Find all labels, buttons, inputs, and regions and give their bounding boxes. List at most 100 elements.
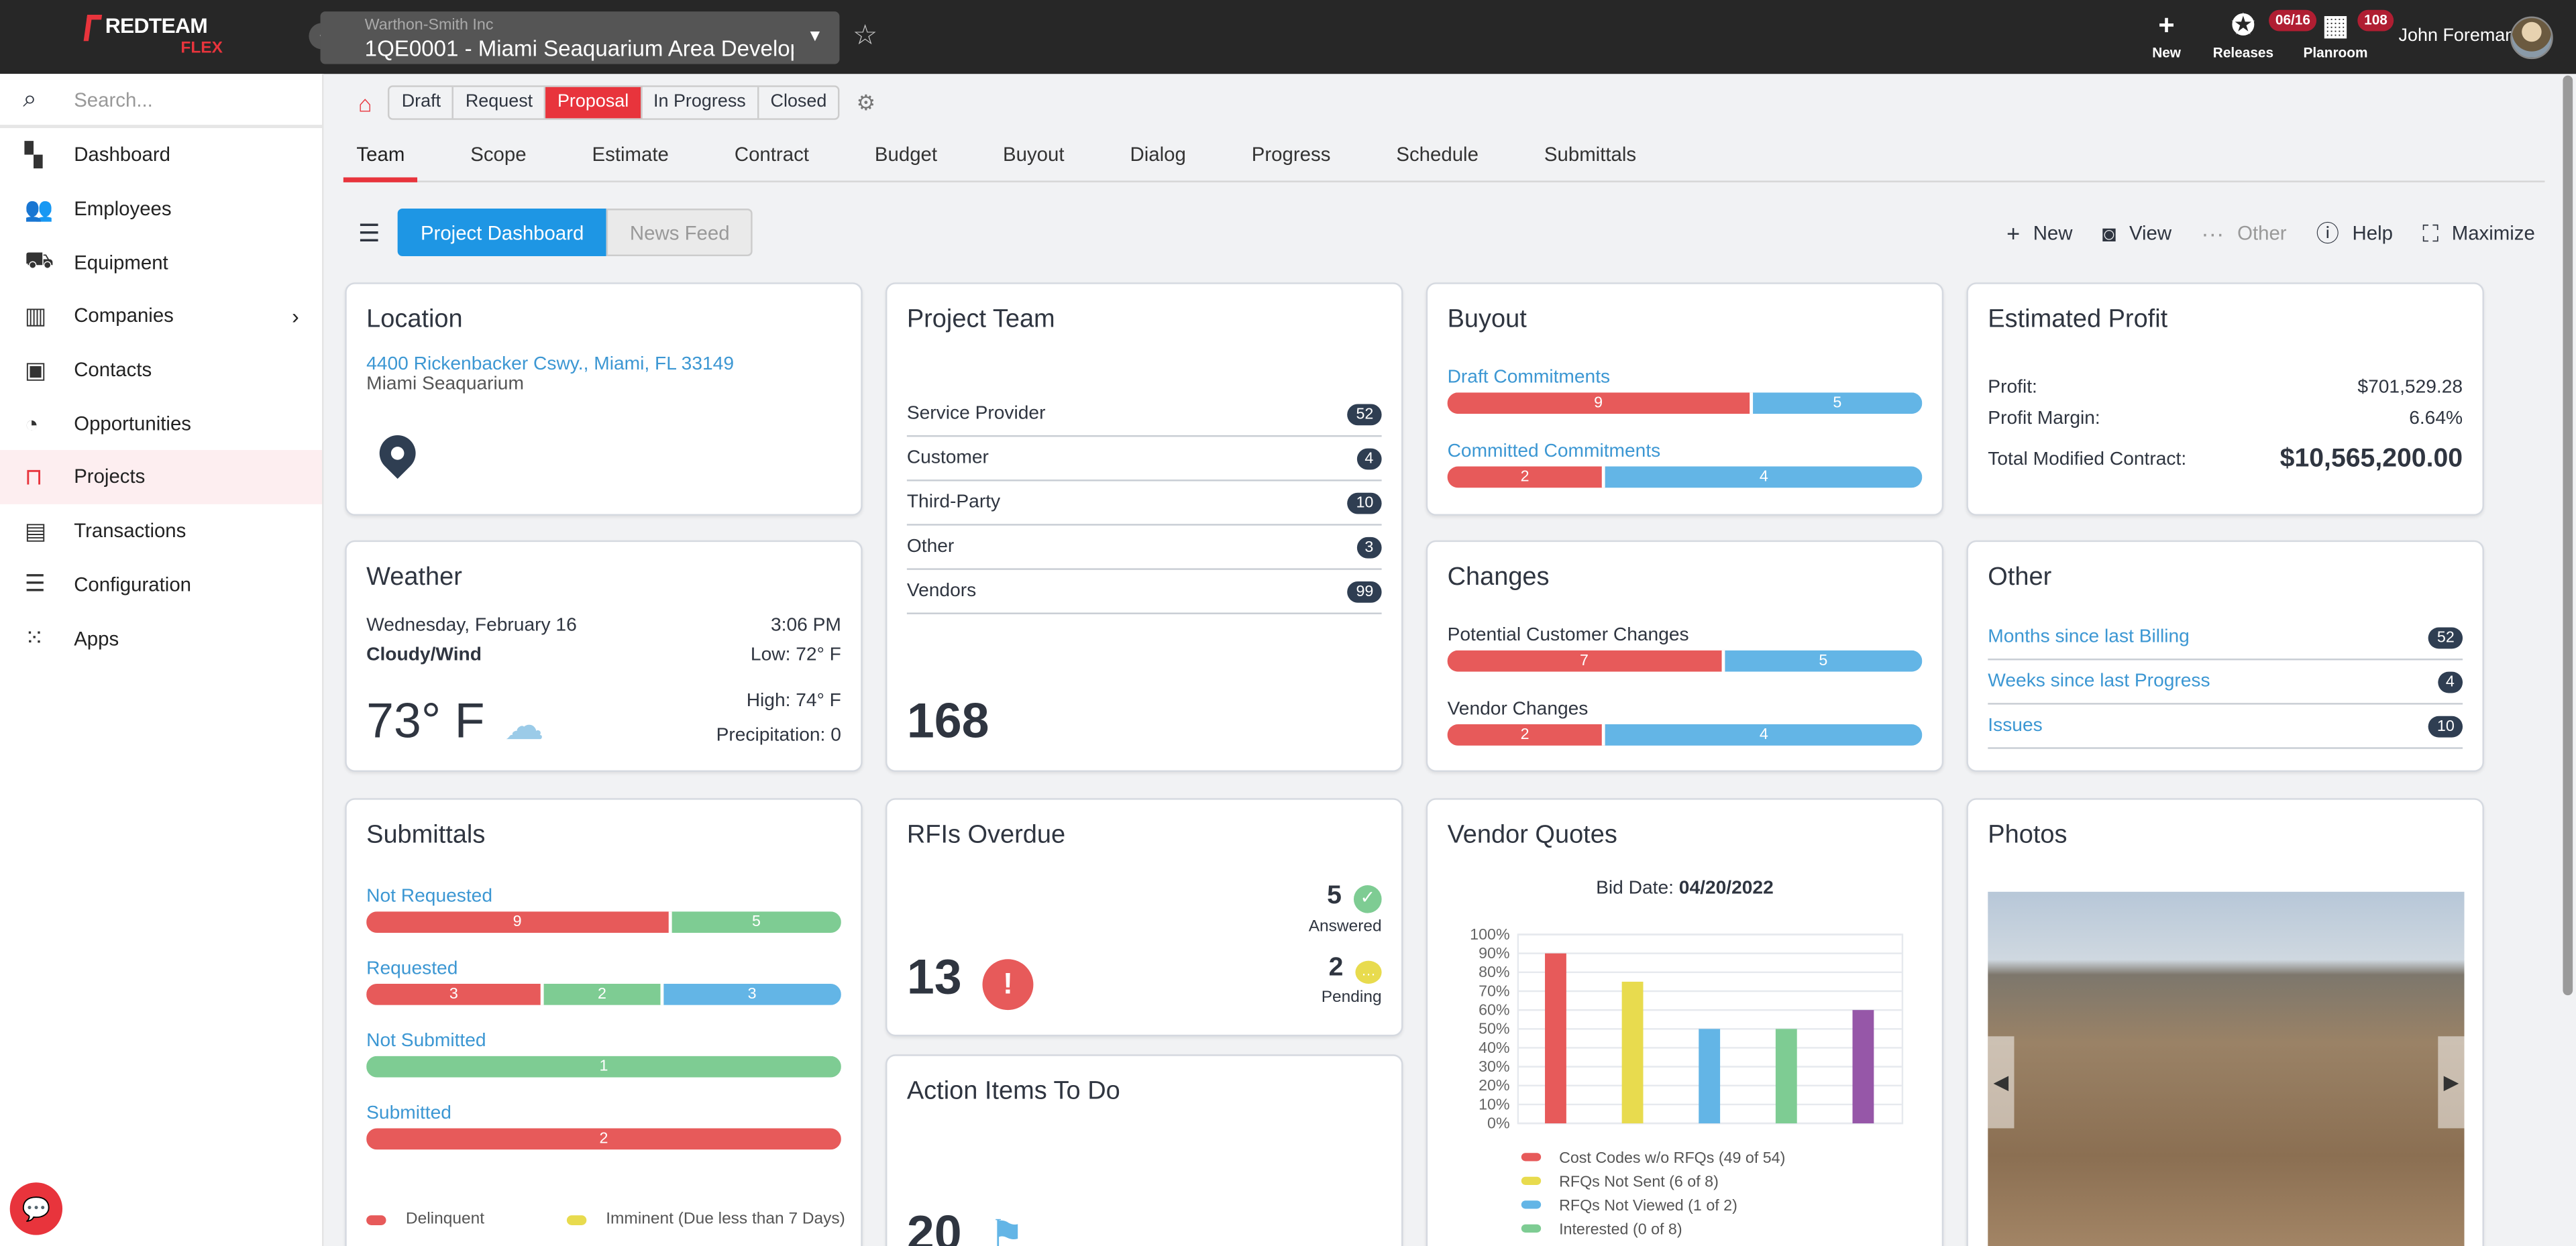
bar-segment: 7: [1447, 650, 1725, 672]
search-icon: ⌕: [23, 85, 37, 113]
team-row[interactable]: Vendors 99: [906, 570, 1382, 614]
submittal-bar[interactable]: 1: [366, 1056, 841, 1078]
new-button[interactable]: + New: [2152, 9, 2181, 61]
bar[interactable]: [1699, 1029, 1721, 1124]
other-row-link[interactable]: Months since last Billing: [1988, 627, 2190, 647]
tab-scope[interactable]: Scope: [470, 143, 527, 166]
team-row[interactable]: Other 3: [906, 526, 1382, 570]
card-title: Submittals: [366, 821, 486, 850]
status-closed[interactable]: Closed: [770, 92, 827, 112]
card-title: Weather: [366, 563, 462, 591]
redteam-logo[interactable]: REDTEAM FLEX: [83, 13, 236, 62]
submittal-row-label[interactable]: Submitted: [366, 1103, 451, 1124]
avatar[interactable]: [2510, 16, 2553, 60]
toolbar-new-button[interactable]: + New: [2006, 217, 2072, 249]
bar-segment: 4: [1605, 724, 1923, 746]
action-items-count[interactable]: 20: [906, 1207, 962, 1246]
team-row[interactable]: Customer 4: [906, 437, 1382, 482]
submittal-row-label[interactable]: Not Submitted: [366, 1031, 486, 1052]
project-selector[interactable]: Warthon-Smith Inc 1QE0001 - Miami Seaqua…: [320, 11, 840, 64]
sidebar-item-opportunities[interactable]: ◔ Opportunities: [0, 396, 322, 450]
site-photo[interactable]: ◀ ▶: [1988, 891, 2465, 1246]
sidebar-item-contacts[interactable]: ▣ Contacts: [0, 343, 322, 396]
submittal-bar[interactable]: 2: [366, 1128, 841, 1150]
sidebar-item-companies[interactable]: ▥ Companies ›: [0, 289, 322, 343]
buyout-row-label[interactable]: Draft Commitments: [1447, 367, 1611, 388]
buyout-row-label[interactable]: Committed Commitments: [1447, 441, 1661, 462]
label: Maximize: [2451, 221, 2535, 245]
other-row[interactable]: Issues 10: [1988, 705, 2463, 749]
bar[interactable]: [1621, 981, 1644, 1124]
y-tick-label: 0%: [1487, 1114, 1510, 1131]
chat-button[interactable]: 💬: [9, 1182, 63, 1235]
submittal-row-label[interactable]: Not Requested: [366, 887, 493, 907]
bar[interactable]: [1545, 953, 1566, 1124]
scrollbar[interactable]: [2563, 75, 2573, 996]
tab-progress[interactable]: Progress: [1251, 143, 1331, 166]
building-icon: ▥: [24, 302, 47, 329]
rfis-overdue-count[interactable]: 13: [906, 950, 962, 1005]
releases-button[interactable]: ✪ Releases: [2213, 11, 2273, 61]
other-row-link[interactable]: Issues: [1988, 716, 2043, 736]
tab-budget[interactable]: Budget: [874, 143, 938, 166]
project-team-card: Project Team Service Provider 52 Customer 4…: [885, 282, 1403, 773]
team-row-label: Service Provider: [906, 404, 1046, 424]
tab-contract[interactable]: Contract: [734, 143, 809, 166]
favorite-star-icon[interactable]: ☆: [853, 19, 878, 51]
hamburger-menu-icon[interactable]: ☰: [358, 220, 380, 248]
news-feed-button[interactable]: News Feed: [606, 209, 753, 257]
team-row[interactable]: Service Provider 52: [906, 392, 1382, 437]
search-input[interactable]: ⌕ Search...: [0, 74, 323, 129]
sidebar-item-equipment[interactable]: ⛟ Equipment: [0, 235, 322, 289]
bar-segment: 2: [366, 1128, 841, 1150]
status-in-progress[interactable]: In Progress: [642, 87, 759, 119]
toolbar-maximize-button[interactable]: ⛶ Maximize: [2422, 217, 2535, 249]
tab-schedule[interactable]: Schedule: [1396, 143, 1479, 166]
photo-prev-arrow[interactable]: ◀: [1988, 1036, 2015, 1129]
sidebar-item-apps[interactable]: ⁙ Apps: [0, 611, 322, 665]
sidebar-item-employees[interactable]: 👥 Employees: [0, 182, 322, 235]
home-icon[interactable]: ⌂: [358, 89, 372, 116]
other-row[interactable]: Months since last Billing 52: [1988, 616, 2463, 661]
toolbar-other-button[interactable]: ··· Other: [2201, 217, 2286, 249]
toolbar-help-button[interactable]: ⓘ Help: [2316, 217, 2393, 249]
gear-icon[interactable]: ⚙: [856, 89, 876, 115]
status-draft[interactable]: Draft: [390, 87, 454, 119]
floorplan-icon: ▦: [2322, 9, 2349, 42]
toolbar-actions: + New ◙ View ··· Other ⓘ Help ⛶ Maximize: [1977, 217, 2535, 249]
planroom-button[interactable]: ▦ Planroom: [2303, 9, 2367, 61]
toolbar-view-button[interactable]: ◙ View: [2102, 217, 2172, 249]
submittal-row-label[interactable]: Requested: [366, 959, 458, 979]
sidebar-item-projects[interactable]: ⊓ Projects: [0, 450, 323, 504]
photo-next-arrow[interactable]: ▶: [2438, 1036, 2465, 1129]
status-proposal[interactable]: Proposal: [545, 87, 642, 119]
tab-team[interactable]: Team: [343, 141, 418, 182]
team-row[interactable]: Third-Party 10: [906, 482, 1382, 526]
other-row-link[interactable]: Weeks since last Progress: [1988, 671, 2210, 692]
sidebar-item-configuration[interactable]: ☰ Configuration: [0, 557, 322, 611]
plus-icon: +: [2158, 9, 2175, 42]
sidebar-item-transactions[interactable]: ▤ Transactions: [0, 504, 322, 557]
tab-estimate[interactable]: Estimate: [592, 143, 669, 166]
status-request[interactable]: Request: [454, 87, 546, 119]
bar[interactable]: [1775, 1029, 1797, 1124]
other-row[interactable]: Weeks since last Progress 4: [1988, 660, 2463, 705]
tab-submittals[interactable]: Submittals: [1544, 143, 1637, 166]
user-name[interactable]: John Foreman: [2398, 26, 2516, 46]
tab-dialog[interactable]: Dialog: [1130, 143, 1186, 166]
project-dashboard-button[interactable]: Project Dashboard: [397, 209, 607, 257]
chat-bubble-icon: …: [1355, 960, 1382, 984]
bar[interactable]: [1852, 1010, 1874, 1124]
tab-buyout[interactable]: Buyout: [1003, 143, 1065, 166]
map-pin-icon[interactable]: [372, 427, 423, 479]
address-link[interactable]: 4400 Rickenbacker Cswy., Miami, FL 33149: [366, 354, 735, 375]
sidebar-item-dashboard[interactable]: ▚ Dashboard: [0, 128, 322, 182]
crane-icon: ⊓: [24, 463, 43, 490]
